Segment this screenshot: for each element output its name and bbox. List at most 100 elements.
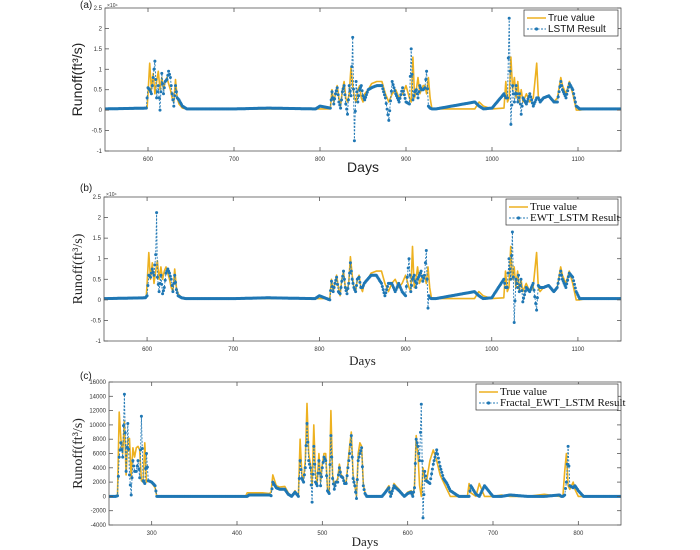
data-point <box>298 459 302 463</box>
data-point <box>424 249 428 252</box>
x-axis-label: Days <box>347 159 379 175</box>
x-tick-label: 1000 <box>485 157 499 163</box>
data-point <box>564 480 568 484</box>
data-point <box>129 493 133 497</box>
data-point <box>296 494 300 498</box>
legend-prediction-label: EWT_LSTM Result <box>530 212 620 224</box>
data-point <box>308 466 312 470</box>
data-point <box>390 492 393 496</box>
data-point <box>143 482 147 485</box>
data-point <box>555 286 559 289</box>
legend-box <box>505 198 619 226</box>
data-point <box>122 392 126 396</box>
data-point <box>404 294 408 298</box>
data-point <box>402 93 406 97</box>
data-point <box>423 261 427 265</box>
data-point <box>355 497 358 500</box>
data-point <box>514 277 518 281</box>
data-point <box>331 290 335 294</box>
data-point <box>425 69 429 73</box>
data-point <box>336 480 340 484</box>
data-point <box>312 444 316 448</box>
data-point <box>269 494 273 498</box>
data-point <box>401 86 405 90</box>
data-point <box>516 286 520 289</box>
data-point <box>428 482 432 485</box>
data-point <box>391 83 395 87</box>
series-prediction-line <box>104 212 621 323</box>
data-point <box>409 290 413 294</box>
data-point <box>515 281 519 285</box>
data-point <box>162 86 166 90</box>
x-tick-label: 900 <box>401 347 412 353</box>
data-point <box>174 90 178 94</box>
data-point <box>348 452 352 455</box>
data-point <box>526 97 530 101</box>
data-point <box>351 281 355 285</box>
data-point <box>422 276 426 280</box>
data-point <box>359 449 363 453</box>
data-point <box>334 92 337 96</box>
data-point <box>363 98 367 102</box>
data-point <box>513 299 517 303</box>
data-point <box>307 459 311 463</box>
data-point <box>350 277 354 281</box>
y-tick-label: 0 <box>99 108 103 114</box>
x-tick-label: 600 <box>142 347 153 353</box>
data-point <box>341 476 345 480</box>
data-point <box>344 102 348 106</box>
data-point <box>383 93 386 97</box>
data-point <box>321 460 325 464</box>
data-point <box>328 106 332 110</box>
data-point <box>116 494 119 498</box>
data-point <box>412 94 416 98</box>
data-point <box>510 254 514 258</box>
data-point <box>440 470 444 474</box>
data-point <box>392 86 396 90</box>
data-point <box>352 139 356 143</box>
data-point <box>132 464 136 468</box>
data-point <box>506 56 510 60</box>
data-point <box>159 273 163 277</box>
data-point <box>174 84 177 88</box>
data-point <box>430 472 434 476</box>
data-point <box>156 84 160 88</box>
legend-true-value-label: True value <box>500 386 547 398</box>
data-point <box>389 494 393 498</box>
data-point <box>415 92 419 96</box>
data-point <box>355 284 358 287</box>
data-point <box>380 281 383 285</box>
data-point <box>161 292 165 296</box>
data-point <box>345 292 349 296</box>
y-tick-label: 1.5 <box>94 47 103 53</box>
x-tick-label: 800 <box>314 347 325 353</box>
data-point <box>387 118 391 122</box>
data-point <box>411 98 415 102</box>
data-point <box>342 277 346 281</box>
data-point <box>340 90 344 94</box>
y-axis-label: Runoff(ft³/s) <box>71 233 86 304</box>
data-point <box>408 74 412 78</box>
data-point <box>332 102 336 106</box>
data-point <box>389 89 393 93</box>
panel-a: 600 700 800 900 1000 1100 -1 -0.5 0 0.5 1 1.5 2 2.5 ×1… <box>69 0 622 175</box>
data-point <box>310 500 314 504</box>
data-point <box>401 89 405 93</box>
data-point <box>117 455 121 459</box>
panel-label: (b) <box>80 183 92 194</box>
data-point <box>519 277 523 281</box>
data-point <box>137 467 141 471</box>
data-point <box>383 96 387 100</box>
data-point <box>398 96 402 100</box>
data-point <box>518 102 522 106</box>
y-tick-label: 10000 <box>89 423 106 429</box>
legend-prediction-marker <box>486 401 491 405</box>
data-point <box>410 72 414 76</box>
data-point <box>336 93 340 97</box>
data-point <box>350 65 354 69</box>
data-point <box>128 483 132 487</box>
series-true-value-line <box>105 56 621 111</box>
data-point <box>518 92 521 96</box>
data-point <box>270 487 274 491</box>
data-point <box>120 448 124 452</box>
